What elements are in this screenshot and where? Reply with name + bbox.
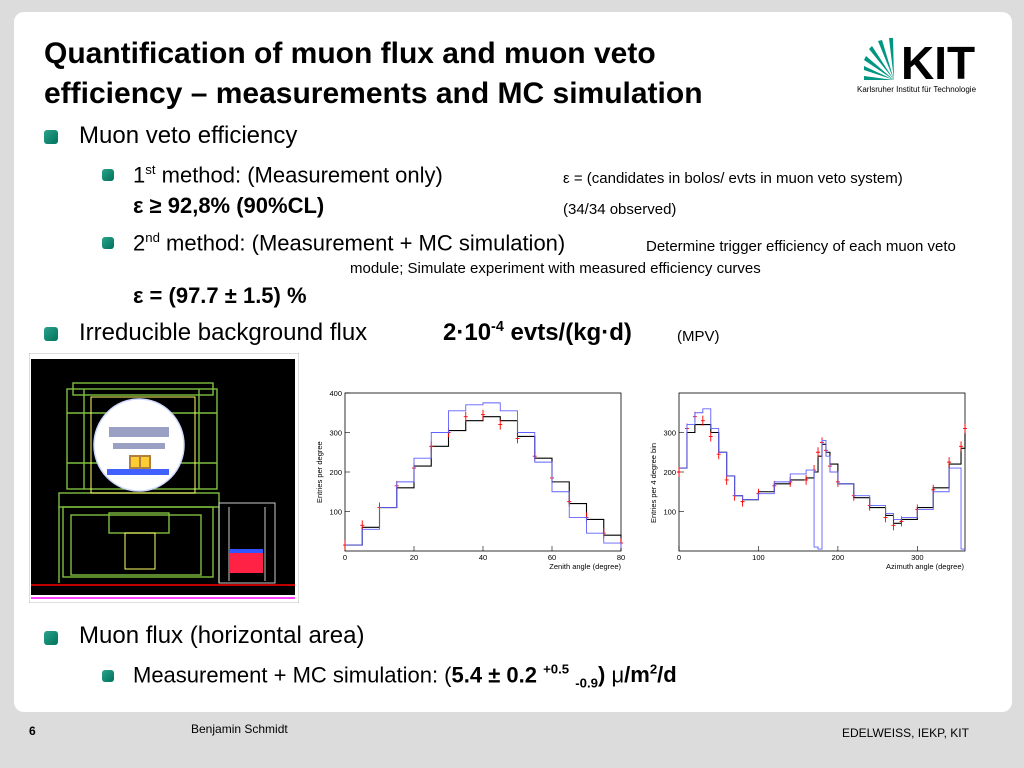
data-point xyxy=(515,433,520,444)
data-point xyxy=(360,520,365,531)
y-tick-label: 300 xyxy=(329,429,342,438)
data-point xyxy=(677,467,681,477)
y-tick-label: 400 xyxy=(329,389,342,398)
page-title: Quantification of muon flux and muon vet… xyxy=(44,34,844,114)
data-point xyxy=(804,474,809,485)
x-tick-label: 60 xyxy=(548,553,556,562)
data-point xyxy=(947,457,952,468)
y-axis-label: Entries per degree xyxy=(315,441,324,503)
page-number: 6 xyxy=(29,724,36,738)
x-tick-label: 100 xyxy=(752,553,765,562)
footer-author: Benjamin Schmidt xyxy=(191,722,288,736)
azimuth-angle-chart: 0 100 200 300 100 200 300 Azimuth angle (degre… xyxy=(649,392,967,571)
method2-result: ε = (97.7 ± 1.5) % xyxy=(133,283,307,308)
x-axis-label: Azimuth angle (degree) xyxy=(886,562,964,571)
y-tick-label: 200 xyxy=(663,468,676,477)
data-point xyxy=(708,431,713,442)
method2-label: 2nd method: (Measurement + MC simulation… xyxy=(133,230,566,256)
data-point xyxy=(883,512,888,523)
x-tick-label: 40 xyxy=(479,553,487,562)
title-line-1: Quantification of muon flux and muon vet… xyxy=(44,37,656,70)
y-tick-label: 200 xyxy=(329,468,342,477)
footer-org: EDELWEISS, IEKP, KIT xyxy=(842,726,969,740)
bullet-icon xyxy=(44,327,58,341)
x-tick-label: 200 xyxy=(832,553,845,562)
method1-observed: (34/34 observed) xyxy=(563,201,677,218)
data-point xyxy=(963,423,967,434)
series-line xyxy=(679,408,965,550)
data-point xyxy=(724,474,729,485)
x-axis-label: Zenith angle (degree) xyxy=(549,562,621,571)
bullet-icon xyxy=(102,237,114,249)
detector-geometry-image xyxy=(29,353,299,603)
method1-label: 1st method: (Measurement only) xyxy=(133,162,443,188)
zenith-angle-chart: 0 20 40 60 80 100 200 300 400 Zenith angle (degr… xyxy=(315,389,625,571)
heading-background: Irreducible background flux xyxy=(79,319,368,346)
data-point xyxy=(700,415,705,426)
method2-note-1: Determine trigger efficiency of each muo… xyxy=(646,238,956,255)
heading-flux: Muon flux (horizontal area) xyxy=(79,622,365,649)
data-point xyxy=(891,520,896,531)
y-axis-label: Entries per 4 degree bin xyxy=(649,443,658,523)
background-note: (MPV) xyxy=(677,328,720,345)
y-tick-label: 100 xyxy=(329,508,342,517)
y-tick-label: 100 xyxy=(663,508,676,517)
bullet-icon xyxy=(44,631,58,645)
x-tick-label: 300 xyxy=(911,553,924,562)
bullet-icon xyxy=(44,130,58,144)
x-tick-label: 80 xyxy=(617,553,625,562)
data-point xyxy=(463,411,468,422)
x-tick-label: 0 xyxy=(343,553,347,562)
method1-note: ε = (candidates in bolos/ evts in muon v… xyxy=(563,170,903,187)
data-point xyxy=(816,447,821,458)
kit-logo: KIT xyxy=(864,37,975,89)
logo-subtitle: Karlsruher Institut für Technologie xyxy=(857,85,977,94)
method2-note-2: module; Simulate experiment with measure… xyxy=(350,260,761,277)
bullet-icon xyxy=(102,670,114,682)
title-line-2: efficiency – measurements and MC simulat… xyxy=(44,77,703,110)
logo-text: KIT xyxy=(901,37,975,89)
series-line xyxy=(345,402,622,548)
heading-veto: Muon veto efficiency xyxy=(79,122,298,149)
x-tick-label: 20 xyxy=(410,553,418,562)
method1-result: ε ≥ 92,8% (90%CL) xyxy=(133,193,325,218)
data-point xyxy=(959,441,964,452)
y-tick-label: 300 xyxy=(663,429,676,438)
flux-result: Measurement + MC simulation: (5.4 ± 0.2 … xyxy=(133,662,677,691)
data-point xyxy=(481,409,485,420)
data-point xyxy=(498,419,503,430)
background-value: 2·10-4 evts/(kg·d) xyxy=(443,319,632,346)
x-tick-label: 0 xyxy=(677,553,681,562)
bullet-icon xyxy=(102,169,114,181)
